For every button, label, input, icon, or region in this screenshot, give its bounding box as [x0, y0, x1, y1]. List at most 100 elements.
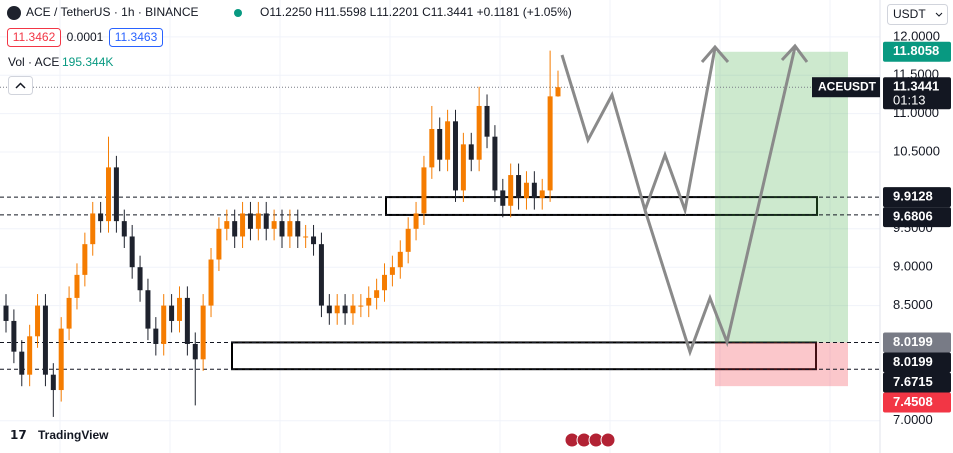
symbol-icon — [7, 6, 21, 20]
price-labels: 11.8058 9.9128 9.6806 8.0199 8.0199 7.6715 7.4… — [812, 41, 951, 413]
price-label: 8.0199 — [893, 334, 933, 349]
candle-body — [121, 221, 127, 237]
candle-body — [192, 343, 198, 360]
candle-body — [374, 290, 380, 298]
candle-body — [334, 305, 340, 314]
currency-dropdown[interactable] — [887, 4, 948, 25]
spread: 0.0001 — [67, 30, 104, 44]
candle-body — [113, 167, 119, 222]
candle-body — [311, 236, 317, 245]
candle-body — [11, 320, 17, 352]
candle-body — [342, 305, 348, 314]
collapse-button[interactable] — [8, 76, 33, 95]
collapse-icon — [15, 82, 26, 89]
last-price-symbol-box — [812, 77, 880, 98]
candle-body — [3, 305, 9, 321]
candle-body — [547, 96, 553, 191]
y-tick-label: 7.0000 — [893, 412, 933, 427]
candle-body — [484, 105, 490, 137]
last-price: 11.3441 — [893, 79, 939, 94]
zone — [231, 341, 817, 371]
candle-body — [303, 236, 309, 238]
candle-body — [271, 221, 277, 229]
zone — [385, 196, 818, 216]
candle-body — [287, 221, 293, 237]
candle-body — [318, 244, 324, 306]
candle-body — [350, 305, 356, 314]
candle-body — [184, 297, 190, 344]
candle-body — [397, 251, 403, 268]
price-label-box — [883, 352, 951, 373]
candle-body — [129, 236, 135, 268]
bid-box[interactable] — [7, 28, 61, 47]
candle-body — [421, 167, 427, 214]
candle-body — [50, 374, 56, 391]
candle-body — [326, 305, 332, 314]
price-label: 9.6806 — [893, 209, 933, 224]
y-tick-label: 12.0000 — [893, 28, 940, 43]
candle-body — [153, 328, 159, 344]
price-label-box — [883, 392, 951, 413]
ohlc: O11.2250 H11.5598 L11.2201 C11.3441 +0.1… — [260, 5, 572, 19]
currency: USDT — [893, 7, 926, 21]
brand[interactable]: TradingView — [38, 428, 109, 442]
candle-body — [66, 297, 72, 329]
candle-body — [358, 305, 364, 307]
price-label: 9.9128 — [893, 189, 933, 204]
price-label-box — [883, 207, 951, 228]
last-price-box — [883, 77, 951, 110]
candle-body — [523, 182, 529, 199]
candle-body — [90, 213, 96, 245]
arrow-head — [700, 44, 730, 63]
ask: 11.3463 — [115, 30, 158, 44]
price-label-box — [883, 372, 951, 393]
candle-body — [106, 167, 112, 222]
candle-body — [279, 221, 285, 237]
price-label-box — [883, 41, 951, 62]
candle-body — [98, 213, 104, 222]
candle-body — [555, 87, 561, 97]
candle-body — [216, 228, 222, 260]
candle-body — [405, 228, 411, 252]
candle-body — [476, 105, 482, 160]
candle-body — [161, 305, 167, 344]
arrow-head — [780, 43, 809, 63]
volume: 195.344K — [62, 55, 113, 69]
y-tick-label: 10.5000 — [893, 143, 940, 158]
y-tick-label: 9.0000 — [893, 259, 933, 274]
price-label-box — [883, 187, 951, 208]
candle-body — [42, 305, 48, 375]
candle-body — [468, 144, 474, 160]
bid: 11.3462 — [13, 30, 56, 44]
price-label: 11.8058 — [893, 43, 939, 58]
candle-body — [208, 259, 214, 306]
price-label: 7.6715 — [893, 374, 933, 389]
symbol[interactable]: ACE / TetherUS · 1h · BINANCE — [26, 5, 199, 19]
countdown: 01:13 — [893, 93, 926, 108]
candle-body — [508, 175, 514, 206]
candle-body — [460, 144, 466, 191]
candle-body — [19, 351, 25, 375]
price-label: 8.0199 — [893, 354, 933, 369]
candle-body — [531, 182, 537, 199]
price-label-box — [883, 332, 951, 353]
candle-body — [263, 213, 269, 229]
last-price-symbol: ACEUSDT — [818, 79, 877, 93]
candle-body — [74, 274, 80, 298]
candle-body — [232, 221, 238, 237]
candle-body — [389, 267, 395, 275]
candle-body — [240, 213, 246, 237]
candle-body — [176, 297, 182, 321]
candle-body — [437, 128, 443, 160]
candle-body — [169, 305, 175, 321]
candle-body — [429, 128, 435, 168]
candles — [3, 50, 561, 417]
candle-body — [35, 305, 41, 337]
projection-path — [643, 46, 797, 357]
candle-body — [82, 244, 88, 275]
candle-body — [27, 336, 33, 375]
ask-box[interactable] — [109, 28, 163, 47]
candle-body — [224, 221, 230, 229]
volume-label: Vol · ACE — [8, 55, 59, 69]
